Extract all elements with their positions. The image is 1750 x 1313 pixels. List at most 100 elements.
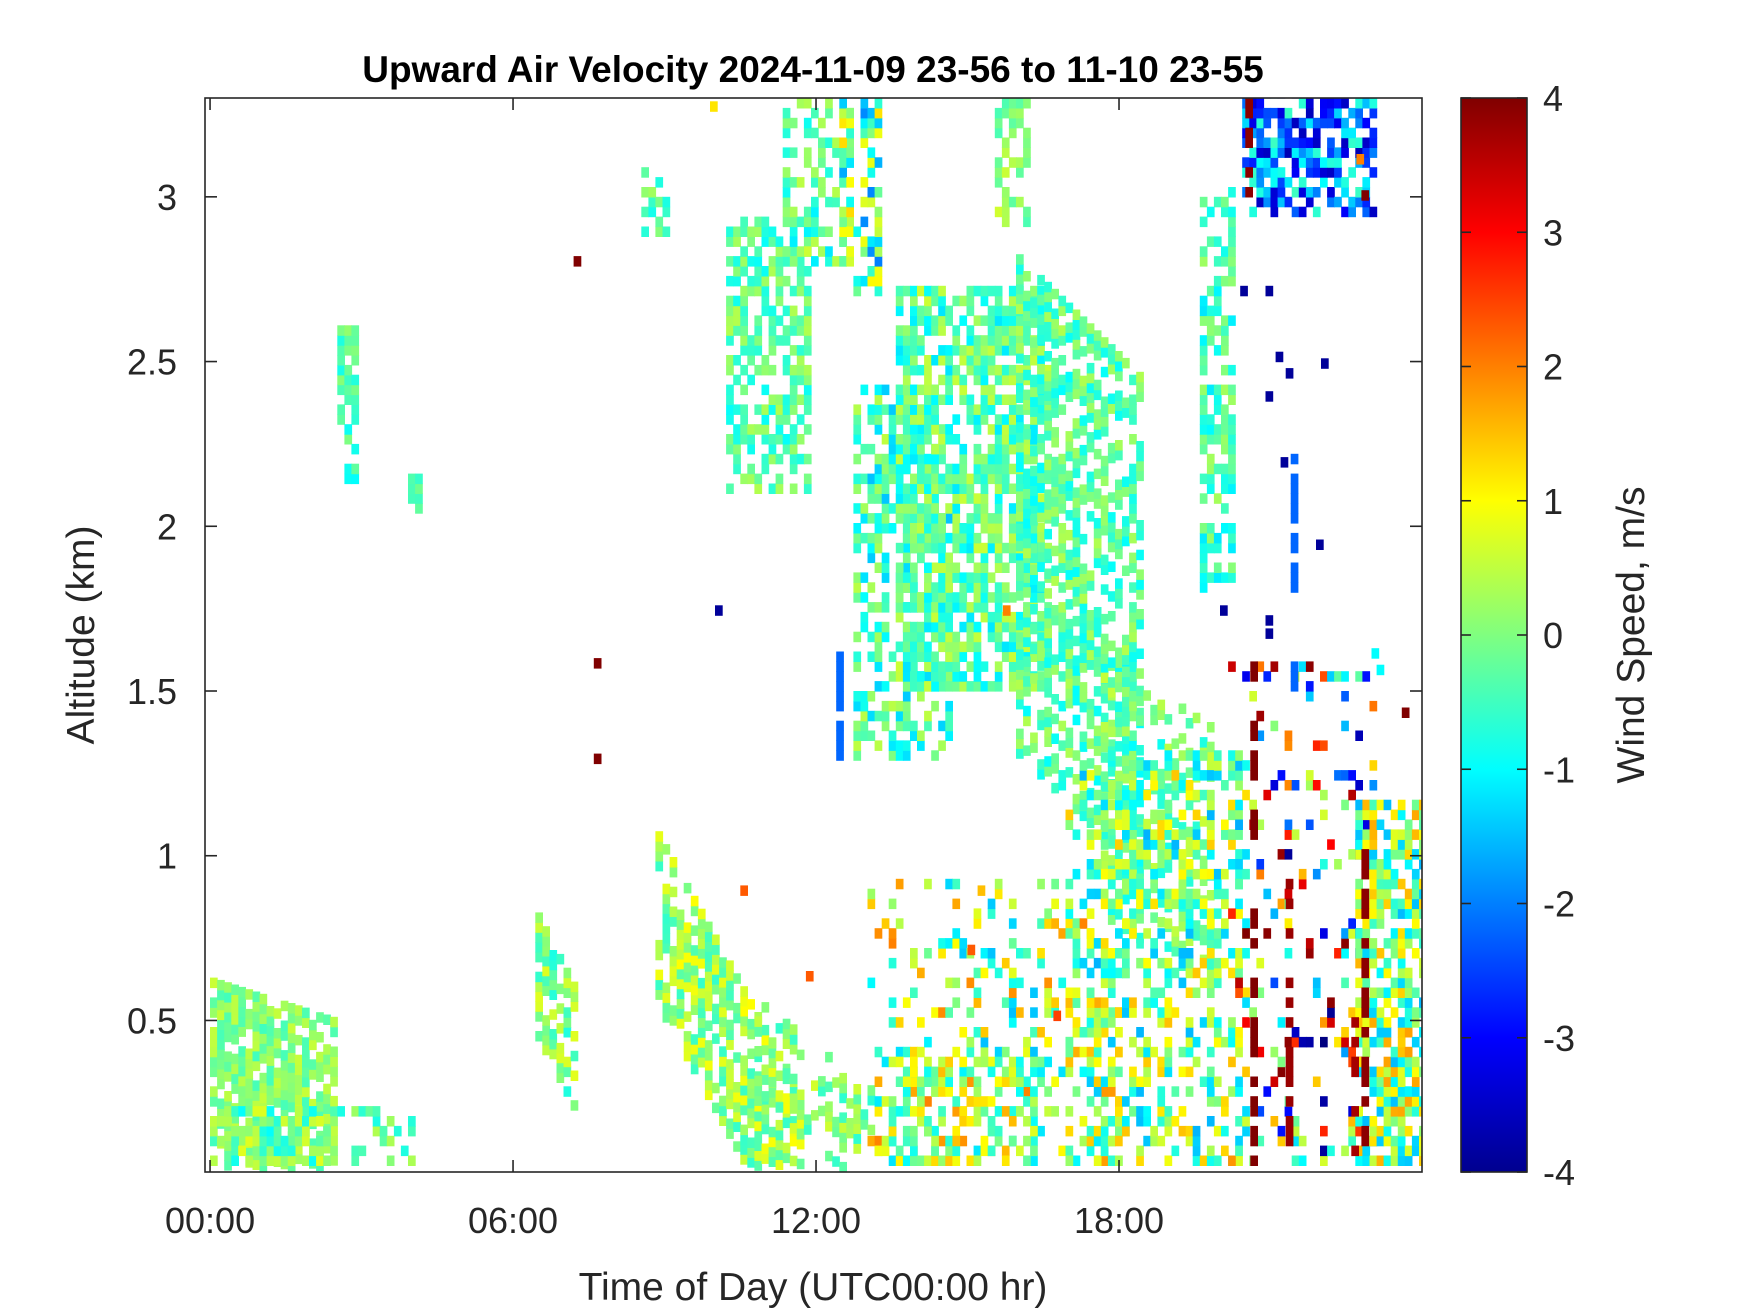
heatmap-cell — [231, 1063, 239, 1075]
heatmap-cell — [1362, 1046, 1371, 1058]
heatmap-cell — [1008, 523, 1017, 534]
heatmap-cell — [952, 1135, 961, 1147]
heatmap-cell — [1086, 362, 1095, 374]
heatmap-cell — [811, 196, 819, 208]
heatmap-cell — [740, 1144, 748, 1155]
heatmap-cell — [238, 1125, 246, 1137]
heatmap-cell — [1037, 363, 1045, 375]
heatmap-cell — [1206, 969, 1215, 980]
heatmap-cell — [697, 938, 706, 949]
heatmap-cell — [917, 453, 925, 465]
heatmap-cell — [1107, 640, 1116, 652]
heatmap-cell — [1178, 772, 1187, 784]
heatmap-cell — [874, 493, 883, 504]
heatmap-cell — [825, 1051, 833, 1063]
heatmap-cell — [853, 691, 862, 702]
heatmap-cell — [931, 443, 939, 455]
heatmap-cell — [853, 750, 862, 761]
heatmap-cell — [683, 882, 692, 894]
heatmap-cell — [853, 740, 862, 751]
heatmap-cell — [1199, 295, 1208, 307]
heatmap-cell — [782, 147, 791, 158]
heatmap-cell — [860, 621, 869, 633]
heatmap-cell — [386, 1116, 395, 1127]
heatmap-cell — [1072, 418, 1081, 429]
heatmap-cell — [1362, 98, 1371, 109]
heatmap-cell — [994, 602, 1003, 613]
heatmap-cell — [1411, 987, 1420, 998]
heatmap-cell — [1397, 1086, 1406, 1097]
heatmap-cell — [1030, 445, 1038, 457]
heatmap-cell — [1157, 957, 1166, 969]
heatmap-cell — [1150, 809, 1158, 821]
heatmap-cell — [252, 1106, 261, 1117]
heatmap-cell — [1369, 107, 1378, 119]
heatmap-cell — [252, 1011, 261, 1022]
heatmap-cell — [1136, 839, 1144, 850]
heatmap-cell — [980, 453, 989, 465]
heatmap-cell — [1390, 898, 1399, 910]
heatmap-cell — [853, 700, 862, 712]
heatmap-cell — [959, 1116, 968, 1127]
heatmap-cell — [655, 841, 664, 852]
heatmap-cell — [1030, 503, 1038, 514]
heatmap-cell — [556, 1023, 565, 1034]
heatmap-cell — [1369, 1135, 1378, 1147]
heatmap-cell — [1355, 898, 1363, 910]
heatmap-cell — [747, 1137, 755, 1148]
heatmap-cell — [846, 196, 854, 208]
heatmap-cell — [1093, 997, 1102, 1008]
heatmap-cell — [1044, 908, 1052, 919]
heatmap-cell — [655, 969, 664, 981]
heatmap-cell — [1235, 908, 1243, 919]
heatmap-cell — [917, 602, 925, 613]
heatmap-cell — [1044, 997, 1052, 1008]
heatmap-cell — [573, 256, 582, 267]
x-axis-label: Time of Day (UTC00:00 hr) — [579, 1266, 1048, 1309]
heatmap-cell — [803, 394, 812, 405]
heatmap-cell — [1150, 882, 1158, 894]
heatmap-cell — [683, 1050, 692, 1062]
heatmap-cell — [1129, 928, 1137, 939]
heatmap-cell — [351, 404, 360, 415]
heatmap-cell — [1143, 829, 1151, 840]
heatmap-cell — [1122, 923, 1130, 935]
heatmap-cell — [768, 364, 777, 376]
heatmap-cell — [818, 147, 826, 158]
heatmap-cell — [1093, 340, 1102, 351]
heatmap-cell — [1390, 849, 1399, 860]
heatmap-cell — [945, 878, 953, 890]
heatmap-cell — [1284, 918, 1293, 929]
heatmap-cell — [1250, 1017, 1258, 1028]
heatmap-cell — [1016, 473, 1024, 485]
heatmap-cell — [994, 463, 1003, 475]
heatmap-cell — [740, 1124, 748, 1136]
heatmap-cell — [754, 285, 763, 297]
heatmap-cell — [1115, 647, 1123, 658]
heatmap-cell — [973, 1155, 982, 1166]
heatmap-cell — [874, 157, 883, 168]
heatmap-cell — [910, 493, 918, 504]
heatmap-cell — [535, 991, 543, 1002]
heatmap-cell — [1030, 1116, 1038, 1127]
heatmap-cell — [1178, 940, 1187, 952]
heatmap-cell — [1419, 1066, 1422, 1078]
heatmap-cell — [747, 374, 755, 386]
heatmap-cell — [917, 1086, 925, 1097]
heatmap-cell — [542, 955, 550, 967]
heatmap-cell — [1107, 1007, 1116, 1018]
heatmap-cell — [1086, 1017, 1095, 1028]
heatmap-cell — [1270, 977, 1279, 989]
heatmap-cell — [994, 671, 1003, 682]
heatmap-cell — [1129, 414, 1137, 425]
heatmap-cell — [959, 355, 968, 366]
heatmap-cell — [931, 1066, 939, 1078]
heatmap-cell — [1213, 275, 1222, 287]
heatmap-cell — [1122, 884, 1130, 895]
heatmap-cell — [1107, 957, 1116, 969]
heatmap-cell — [910, 651, 918, 662]
heatmap-cell — [1023, 676, 1031, 687]
heatmap-cell — [803, 236, 812, 247]
heatmap-cell — [1086, 829, 1095, 840]
heatmap-cell — [1107, 677, 1116, 688]
